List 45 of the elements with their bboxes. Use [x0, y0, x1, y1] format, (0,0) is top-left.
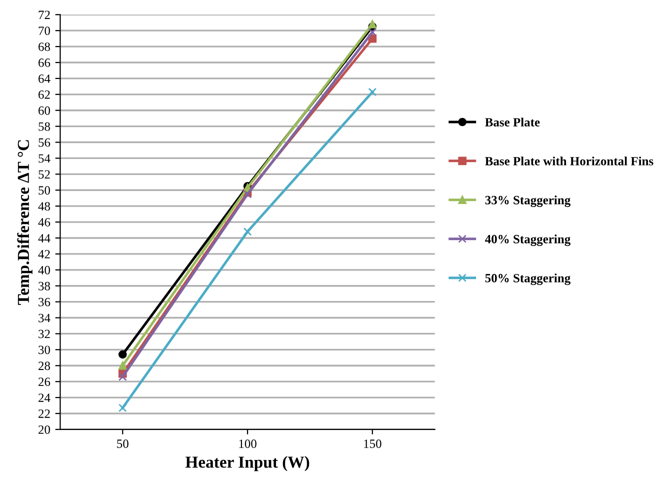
y-tick-label: 30: [38, 346, 50, 354]
y-tick-label: 24: [38, 394, 50, 402]
y-tick-label: 46: [38, 218, 50, 226]
y-tick-label: 72: [38, 10, 50, 19]
y-tick-label: 28: [38, 362, 50, 370]
point: [368, 88, 377, 96]
y-tick-label: 42: [38, 250, 50, 258]
y-tick-label: 70: [38, 26, 50, 36]
y-tick-label: 68: [38, 42, 50, 52]
point: [118, 350, 127, 359]
y-tick-label: 38: [38, 282, 50, 290]
y-tick-label: 64: [38, 74, 50, 83]
x-axis-title: Heater Input (W): [185, 456, 310, 472]
y-tick-label: 48: [38, 202, 50, 211]
y-tick-label: 66: [38, 58, 50, 67]
y-axis-title: Temp.Difference ∆T °C: [17, 140, 32, 305]
y-tick-label: 44: [38, 234, 50, 242]
legend-label: 50% Staggering: [485, 274, 570, 285]
legend-label: Base Plate: [485, 118, 540, 126]
y-tick-label: 62: [38, 90, 50, 99]
y-tick-label: 40: [38, 266, 50, 274]
x-tick-label: 150: [364, 440, 382, 448]
legend-label: 33% Staggering: [485, 196, 570, 207]
x-tick-label: 50: [117, 440, 128, 448]
legend-label: Base Plate with Horizontal Fins: [485, 156, 654, 166]
y-tick-label: 22: [38, 410, 50, 418]
y-tick-label: 56: [38, 138, 50, 147]
y-tick-label: 32: [38, 330, 50, 338]
y-tick-label: 50: [38, 186, 50, 195]
legend-label: 40% Staggering: [485, 234, 570, 246]
point: [368, 28, 377, 36]
y-tick-label: 26: [38, 378, 50, 386]
x-tick-label: 100: [239, 440, 256, 448]
y-tick-label: 52: [38, 170, 50, 179]
y-tick-label: 58: [38, 122, 50, 131]
y-tick-label: 60: [38, 106, 50, 115]
point: [243, 227, 252, 236]
point: [118, 372, 127, 381]
point: [368, 20, 377, 28]
y-tick-label: 34: [38, 314, 50, 322]
y-tick-label: 20: [38, 425, 50, 434]
point: [118, 404, 127, 412]
point: [118, 361, 127, 370]
y-tick-label: 54: [38, 154, 50, 163]
y-tick-label: 36: [38, 298, 50, 306]
